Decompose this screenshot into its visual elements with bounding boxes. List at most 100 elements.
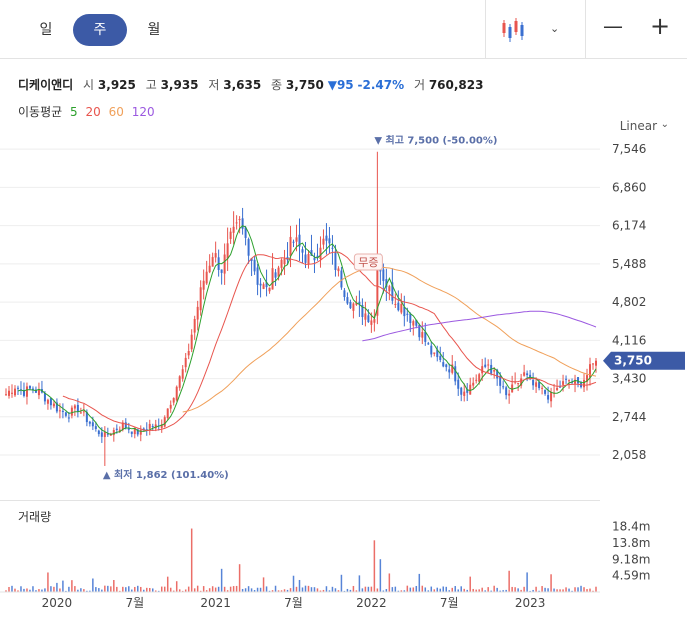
candle-body: [172, 398, 175, 403]
volume-chart[interactable]: 18.4m 13.8m 9.18m 4.59m 2020 7월 2021 7월 2022 7월 20…: [0, 500, 687, 640]
x-tick-label: 2021: [200, 596, 231, 610]
candle-body: [457, 379, 460, 389]
candle-body: [283, 258, 286, 265]
volume-bar: [490, 590, 492, 592]
candle-body: [121, 422, 124, 430]
candle-body: [433, 352, 436, 354]
volume-bar: [53, 586, 55, 592]
volume-value: 760,823: [428, 78, 484, 92]
y-tick-label: 4,116: [612, 333, 646, 347]
volume-bar: [86, 590, 88, 592]
candle-body: [10, 392, 13, 394]
volume-bar: [379, 559, 382, 592]
candle-body: [169, 404, 172, 409]
candle-body: [313, 257, 316, 261]
open-value: 3,925: [97, 78, 136, 92]
zoom-out-button[interactable]: —: [603, 14, 623, 38]
volume-bar: [80, 588, 82, 592]
candle-body: [73, 405, 76, 409]
volume-bar: [149, 587, 151, 592]
ma-legend-title: 이동평균: [18, 105, 63, 119]
candle-body: [58, 410, 61, 412]
candle-body: [334, 252, 337, 270]
volume-bar: [199, 590, 202, 592]
candle-body: [268, 287, 271, 292]
volume-bar: [190, 528, 193, 592]
volume-bar: [382, 590, 385, 592]
y-tick-label: 3,430: [612, 372, 646, 386]
candle-body: [511, 384, 514, 393]
volume-bar: [92, 578, 94, 592]
candle-body: [94, 426, 97, 429]
volume-label: 거: [413, 78, 425, 92]
volume-bar: [235, 585, 238, 592]
candle-body: [568, 380, 571, 382]
volume-bar: [187, 586, 190, 592]
candle-body: [319, 247, 322, 260]
volume-bar: [14, 588, 16, 592]
ma-60-label[interactable]: 60: [108, 105, 124, 119]
candle-body: [469, 384, 472, 395]
candle-body: [532, 379, 535, 386]
candle-body: [340, 270, 343, 288]
candle-body: [25, 386, 28, 397]
volume-bar: [388, 573, 391, 592]
y-tick-label: 4,802: [612, 295, 646, 309]
volume-bar: [589, 588, 591, 592]
volume-bar: [535, 586, 537, 592]
candle-body: [49, 398, 52, 406]
volume-bar: [110, 586, 112, 592]
chevron-down-icon[interactable]: ⌄: [550, 22, 560, 35]
volume-bar: [77, 589, 79, 592]
chart-type-button[interactable]: [500, 15, 532, 45]
candle-body: [100, 432, 103, 437]
volume-bar: [583, 587, 585, 592]
volume-bar: [448, 590, 450, 592]
volume-bar: [427, 590, 430, 592]
volume-bar: [553, 588, 555, 592]
volume-bar: [367, 586, 370, 592]
volume-bar: [355, 590, 358, 592]
y-tick-label: 6,174: [612, 219, 646, 233]
y-tick-label: 6,860: [612, 180, 646, 194]
zoom-in-button[interactable]: +: [650, 12, 671, 40]
period-tab-week[interactable]: 주: [73, 14, 127, 46]
volume-bar: [412, 587, 415, 592]
candle-body: [565, 378, 568, 380]
volume-title: 거래량: [18, 510, 52, 524]
volume-bar: [256, 587, 259, 592]
volume-bar: [143, 589, 145, 592]
chevron-down-icon[interactable]: ⌄: [660, 119, 669, 130]
volume-bar: [565, 587, 567, 592]
volume-bar: [8, 586, 10, 592]
volume-bar: [178, 589, 181, 592]
candle-body: [517, 383, 520, 385]
ma-5-label[interactable]: 5: [70, 105, 78, 119]
event-tag: [353, 253, 383, 271]
volume-bar: [478, 589, 480, 592]
candle-body: [106, 433, 109, 435]
volume-bar: [247, 586, 250, 592]
ma-20-label[interactable]: 20: [85, 105, 101, 119]
volume-bar: [457, 589, 459, 592]
volume-bar: [152, 588, 154, 592]
volume-tick-label: 18.4m: [612, 519, 650, 533]
volume-bar: [334, 588, 337, 592]
candle-body: [337, 268, 340, 272]
volume-bar: [403, 590, 406, 592]
candle-body: [436, 349, 439, 358]
price-chart[interactable]: 7,546 6,860 6,174 5,488 4,802 4,116 3,430 2,744…: [0, 135, 687, 495]
candle-body: [229, 231, 232, 239]
volume-bar: [358, 575, 361, 592]
period-tab-day[interactable]: 일: [39, 22, 53, 38]
candle-body: [274, 272, 277, 278]
volume-bar: [508, 570, 510, 592]
period-tab-month[interactable]: 월: [147, 22, 161, 38]
candle-body: [454, 366, 457, 382]
candle-body: [244, 227, 247, 238]
ma-120-label[interactable]: 120: [131, 105, 155, 119]
candle-body: [145, 429, 148, 431]
candle-body: [442, 362, 445, 367]
volume-bar: [526, 572, 528, 592]
scale-mode-select[interactable]: Linear: [619, 119, 657, 133]
